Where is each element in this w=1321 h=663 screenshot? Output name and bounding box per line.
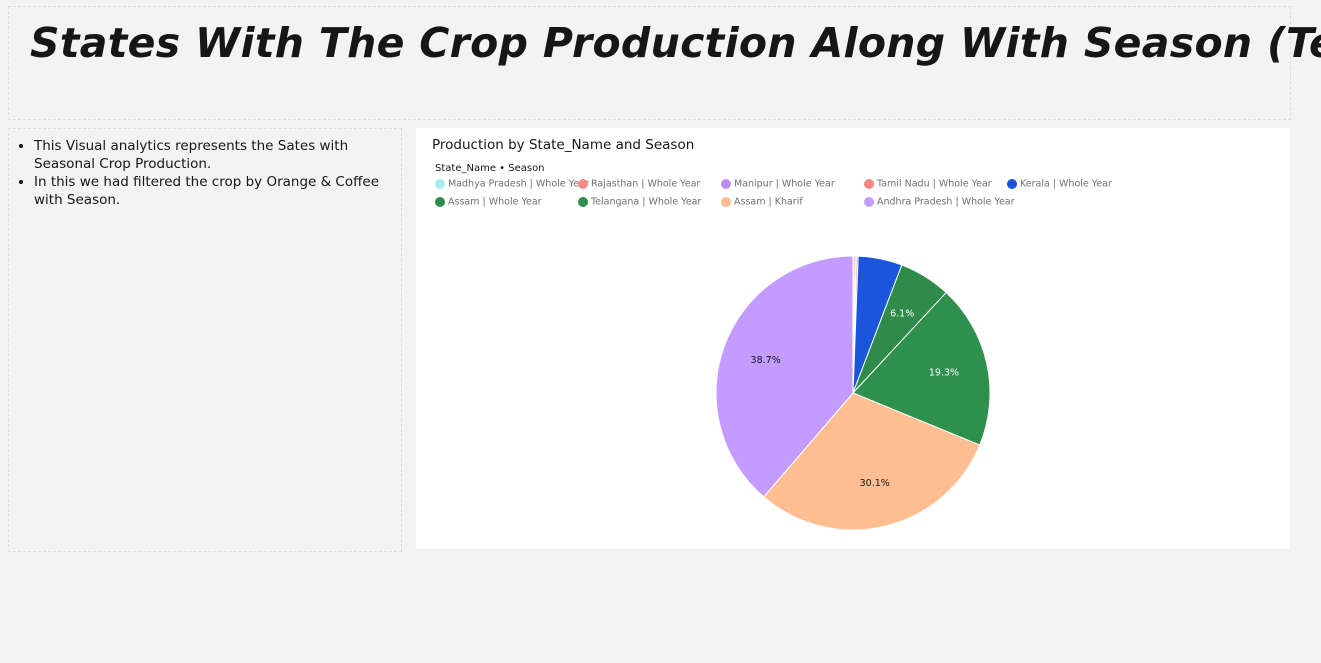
legend-title: State_Name • Season (435, 163, 545, 174)
slice-label: 19.3% (929, 367, 959, 378)
legend-marker (578, 197, 588, 207)
chart-panel: Production by State_Name and Season Stat… (416, 128, 1290, 549)
legend-label: Kerala | Whole Year (1020, 179, 1112, 190)
legend-label: Andhra Pradesh | Whole Year (877, 197, 1015, 208)
legend-label: Manipur | Whole Year (734, 179, 835, 190)
chart-title: Production by State_Name and Season (432, 137, 694, 153)
legend-marker (864, 197, 874, 207)
legend-marker (435, 179, 445, 189)
legend-label: Assam | Whole Year (448, 197, 542, 208)
pie-slice (715, 255, 854, 498)
notes-panel: This Visual analytics represents the Sat… (8, 128, 402, 552)
slice-label: 38.7% (751, 355, 781, 366)
legend-marker (721, 179, 731, 189)
legend-label: Madhya Pradesh | Whole Year (448, 179, 589, 190)
legend-label: Assam | Kharif (734, 197, 803, 208)
pie-slice (762, 392, 981, 531)
note: In this we had filtered the crop by Oran… (34, 173, 391, 209)
slice-label: 6.1% (890, 308, 914, 319)
legend-marker (435, 197, 445, 207)
page-title: States With The Crop Production Along Wi… (30, 19, 1321, 67)
legend-marker (864, 179, 874, 189)
slice-label: 30.1% (860, 478, 890, 489)
chart: Production by State_Name and Season Stat… (432, 137, 1112, 531)
legend-label: Telangana | Whole Year (590, 197, 701, 208)
legend-marker (721, 197, 731, 207)
legend-marker (1007, 179, 1017, 189)
legend-marker (578, 179, 588, 189)
notes-list: This Visual analytics represents the Sat… (9, 129, 401, 209)
legend-label: Rajasthan | Whole Year (591, 179, 700, 190)
legend-label: Tamil Nadu | Whole Year (876, 179, 992, 190)
title-panel: States With The Crop Production Along Wi… (8, 6, 1321, 120)
note: This Visual analytics represents the Sat… (34, 137, 391, 173)
